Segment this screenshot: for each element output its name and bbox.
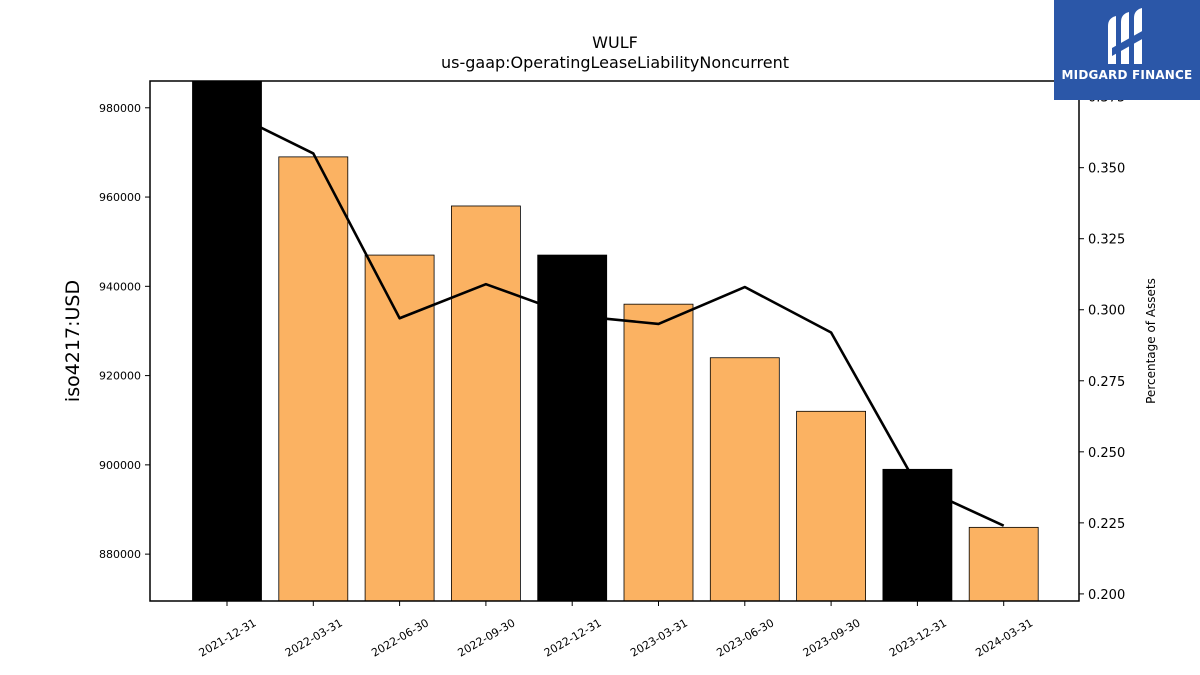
y2-tick-label: 0.300 xyxy=(1088,304,1125,319)
x-tick-label: 2022-03-31 xyxy=(283,616,345,659)
x-tick-label: 2021-12-31 xyxy=(197,616,259,659)
bar-2024-03-31 xyxy=(968,526,1039,602)
y2-axis-label: Percentage of Assets xyxy=(1144,278,1158,404)
percentage-line xyxy=(226,109,1005,527)
bar-2023-06-30 xyxy=(709,357,780,602)
y-tick-label: 940000 xyxy=(99,280,141,293)
x-tick-label: 2022-06-30 xyxy=(369,616,431,659)
y2-tick-label: 0.225 xyxy=(1088,517,1125,532)
y2-tick-label: 0.250 xyxy=(1088,446,1125,461)
chart-subtitle: us-gaap:OperatingLeaseLiabilityNoncurren… xyxy=(441,53,789,72)
bar-2023-09-30 xyxy=(796,410,866,602)
x-tick-label: 2022-09-30 xyxy=(456,616,518,659)
x-tick-label: 2023-12-31 xyxy=(887,616,949,659)
bar-2022-03-31 xyxy=(278,156,349,602)
y-tick-label: 980000 xyxy=(99,102,141,115)
x-tick-label: 2024-03-31 xyxy=(973,616,1035,659)
y2-tick-label: 0.350 xyxy=(1088,162,1125,177)
logo: MIDGARD FINANCE xyxy=(1054,0,1200,100)
y2-tick-label: 0.325 xyxy=(1088,233,1125,248)
bar-2022-12-31 xyxy=(537,254,608,602)
line-group xyxy=(226,109,1005,527)
bars-group xyxy=(192,80,1039,602)
y-axis: 880000 900000 920000 940000 960000 980000 xyxy=(99,102,150,561)
bar-2023-12-31 xyxy=(882,468,953,602)
bar-2022-06-30 xyxy=(364,254,435,602)
midgard-logo-icon xyxy=(1108,8,1144,64)
y2-tick-label: 0.200 xyxy=(1088,588,1125,603)
y-tick-label: 900000 xyxy=(99,459,141,472)
x-tick-label: 2023-03-31 xyxy=(628,616,690,659)
plot-frame xyxy=(149,80,1080,602)
y-tick-label: 880000 xyxy=(99,548,141,561)
bar-2023-03-31 xyxy=(623,303,694,602)
x-tick-label: 2023-09-30 xyxy=(801,616,863,659)
y2-tick-label: 0.275 xyxy=(1088,375,1125,390)
y-tick-label: 920000 xyxy=(99,370,141,383)
bar-2022-09-30 xyxy=(450,205,521,602)
x-tick-label: 2022-12-31 xyxy=(542,616,604,659)
logo-text: MIDGARD FINANCE xyxy=(1061,68,1193,82)
chart-title: WULF xyxy=(592,33,638,52)
y-axis-label: iso4217:USD xyxy=(62,280,84,402)
y-tick-label: 960000 xyxy=(99,191,141,204)
x-tick-label: 2023-06-30 xyxy=(714,616,776,659)
bar-2021-12-31 xyxy=(192,80,262,602)
x-axis: 2021-12-31 2022-03-31 2022-06-30 2022-09-30… xyxy=(197,601,1035,660)
